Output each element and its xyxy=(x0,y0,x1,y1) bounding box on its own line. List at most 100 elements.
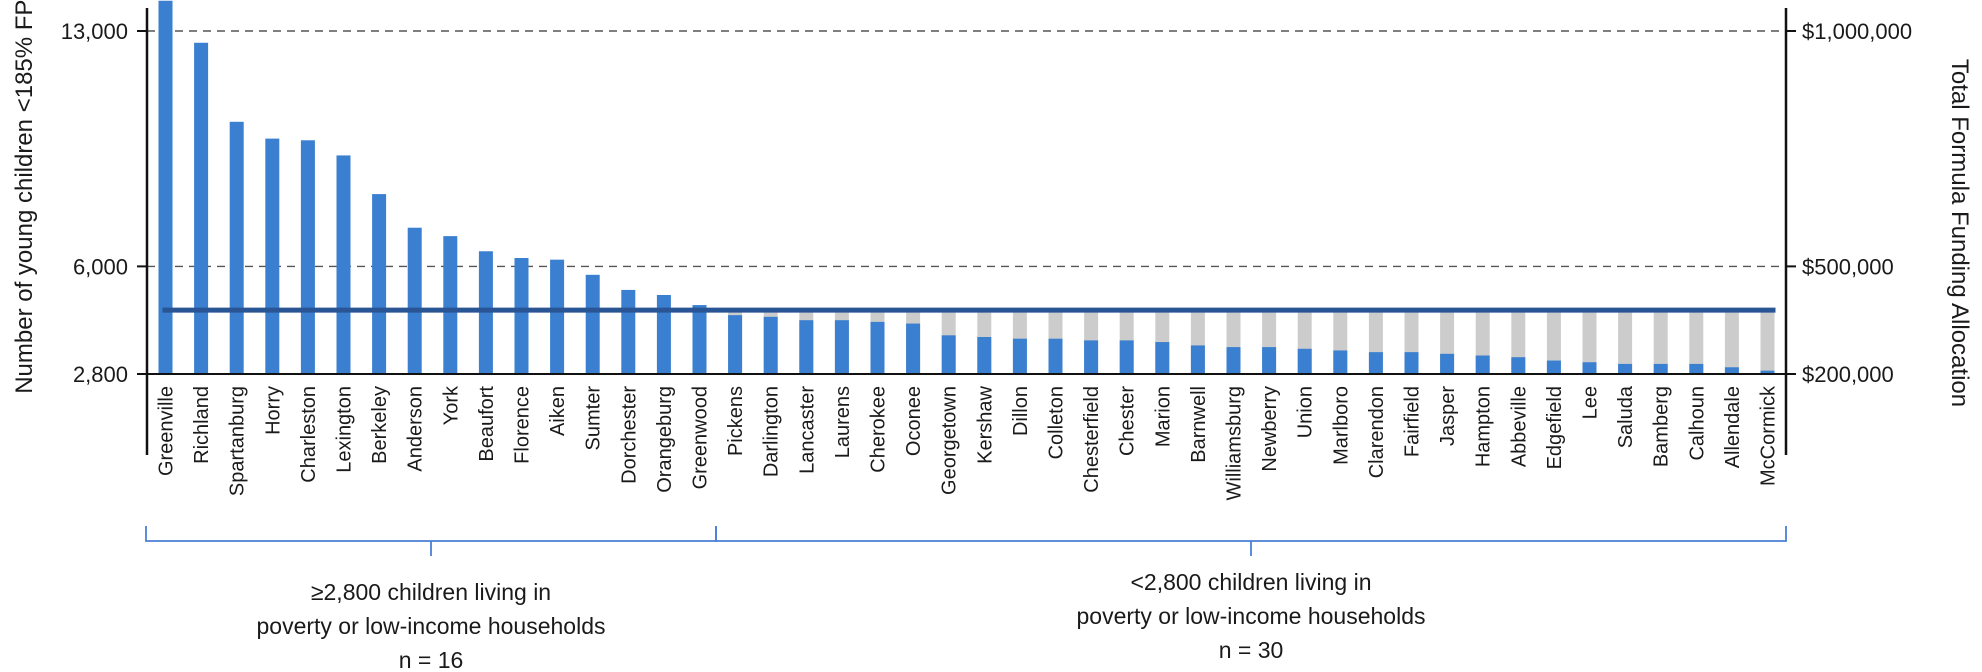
bar xyxy=(194,42,209,375)
bar xyxy=(656,294,671,374)
floor-bar xyxy=(1689,310,1704,374)
bar xyxy=(158,0,173,375)
floor-bar xyxy=(1582,310,1597,374)
bar xyxy=(1048,338,1063,374)
right-tick-label: $200,000 xyxy=(1802,362,1894,387)
group-label-line: poverty or low-income households xyxy=(256,613,605,639)
category-label: York xyxy=(440,385,462,425)
left-tick-label: 2,800 xyxy=(73,362,128,387)
bar xyxy=(229,121,244,374)
bar xyxy=(1440,353,1455,374)
right-tick-label: $500,000 xyxy=(1802,254,1894,279)
bar xyxy=(1226,347,1241,374)
category-label: Chesterfield xyxy=(1081,386,1103,493)
bar xyxy=(728,315,743,374)
floor-bars xyxy=(728,310,1775,374)
bar xyxy=(1333,350,1348,374)
bar xyxy=(585,274,600,374)
left-tick-label: 6,000 xyxy=(73,254,128,279)
category-label: Clarendon xyxy=(1366,386,1388,478)
category-label: Florence xyxy=(512,386,534,464)
left-axis-ticks: 2,800 6,000 13,000 xyxy=(61,19,147,387)
bar xyxy=(478,251,493,374)
right-axis-ticks: $200,000 $500,000 $1,000,000 xyxy=(1786,19,1912,387)
bar xyxy=(1475,355,1490,374)
group-label-line: n = 16 xyxy=(399,647,464,672)
category-label: Marlboro xyxy=(1330,386,1352,465)
category-label: Dorchester xyxy=(618,386,640,484)
bar xyxy=(407,227,422,374)
category-label: Barnwell xyxy=(1188,386,1210,463)
category-label: Calhoun xyxy=(1686,386,1708,461)
bar xyxy=(300,140,315,374)
category-label: Lexington xyxy=(334,386,356,473)
bar xyxy=(1546,360,1561,374)
category-label: Sumter xyxy=(583,386,605,451)
bar xyxy=(336,155,351,374)
category-label: Richland xyxy=(191,386,213,464)
category-label: Spartanburg xyxy=(227,386,249,496)
bar xyxy=(372,194,387,374)
bar xyxy=(1618,363,1633,374)
category-label: Berkeley xyxy=(369,386,391,464)
bar xyxy=(941,335,956,374)
group-bracket xyxy=(145,526,717,556)
bar xyxy=(977,337,992,374)
category-label: Union xyxy=(1295,386,1317,438)
bar xyxy=(1653,363,1668,374)
category-label: Colleton xyxy=(1046,386,1068,459)
floor-bar xyxy=(1653,310,1668,374)
gridlines xyxy=(147,30,1786,268)
bar xyxy=(763,316,778,374)
bar xyxy=(550,259,565,374)
category-label: Allendale xyxy=(1722,386,1744,468)
category-label: Pickens xyxy=(725,386,747,456)
group-label-line: ≥2,800 children living in xyxy=(311,579,551,605)
category-label: Bamberg xyxy=(1651,386,1673,467)
right-tick-label: $1,000,000 xyxy=(1802,19,1912,44)
category-label: Lancaster xyxy=(796,386,818,474)
category-label: Jasper xyxy=(1437,386,1459,446)
category-label: Laurens xyxy=(832,386,854,458)
category-label: Greenville xyxy=(156,386,178,476)
bar xyxy=(514,257,529,374)
bar xyxy=(1012,338,1027,374)
left-tick-label: 13,000 xyxy=(61,19,128,44)
group-label-line: n = 30 xyxy=(1219,637,1284,663)
bar xyxy=(906,323,921,374)
bar xyxy=(265,138,280,374)
bar xyxy=(1760,370,1775,374)
category-label: Beaufort xyxy=(476,386,498,462)
category-label: Charleston xyxy=(298,386,320,483)
group-label-line: <2,800 children living in xyxy=(1130,569,1371,595)
bar xyxy=(1724,367,1739,374)
category-label: McCormick xyxy=(1758,385,1780,486)
category-label: Saluda xyxy=(1615,385,1637,448)
category-label: Lee xyxy=(1580,386,1602,419)
bar xyxy=(799,320,814,374)
category-label: Kershaw xyxy=(974,385,996,463)
category-label: Edgefield xyxy=(1544,386,1566,469)
bar xyxy=(1297,348,1312,374)
bar xyxy=(1582,362,1597,374)
bar xyxy=(1511,357,1526,374)
floor-bar xyxy=(1724,310,1739,374)
category-label: Horry xyxy=(262,386,284,435)
category-label: Dillon xyxy=(1010,386,1032,436)
group-label-line: poverty or low-income households xyxy=(1076,603,1425,629)
group-bracket xyxy=(715,526,1787,556)
bar xyxy=(1368,352,1383,374)
category-labels: Greenville Richland Spartanburg Horry Charle… xyxy=(156,385,1780,500)
bar xyxy=(1190,345,1205,374)
bar xyxy=(621,289,636,374)
category-label: Orangeburg xyxy=(654,386,676,493)
bar xyxy=(1262,347,1277,374)
left-axis-title: Number of young children <185% FPL xyxy=(11,0,38,394)
category-label: Newberry xyxy=(1259,386,1281,472)
bar xyxy=(692,305,707,374)
category-label: Chester xyxy=(1117,386,1139,456)
bars xyxy=(158,0,1775,375)
floor-bar xyxy=(1618,310,1633,374)
category-label: Williamsburg xyxy=(1224,386,1246,500)
